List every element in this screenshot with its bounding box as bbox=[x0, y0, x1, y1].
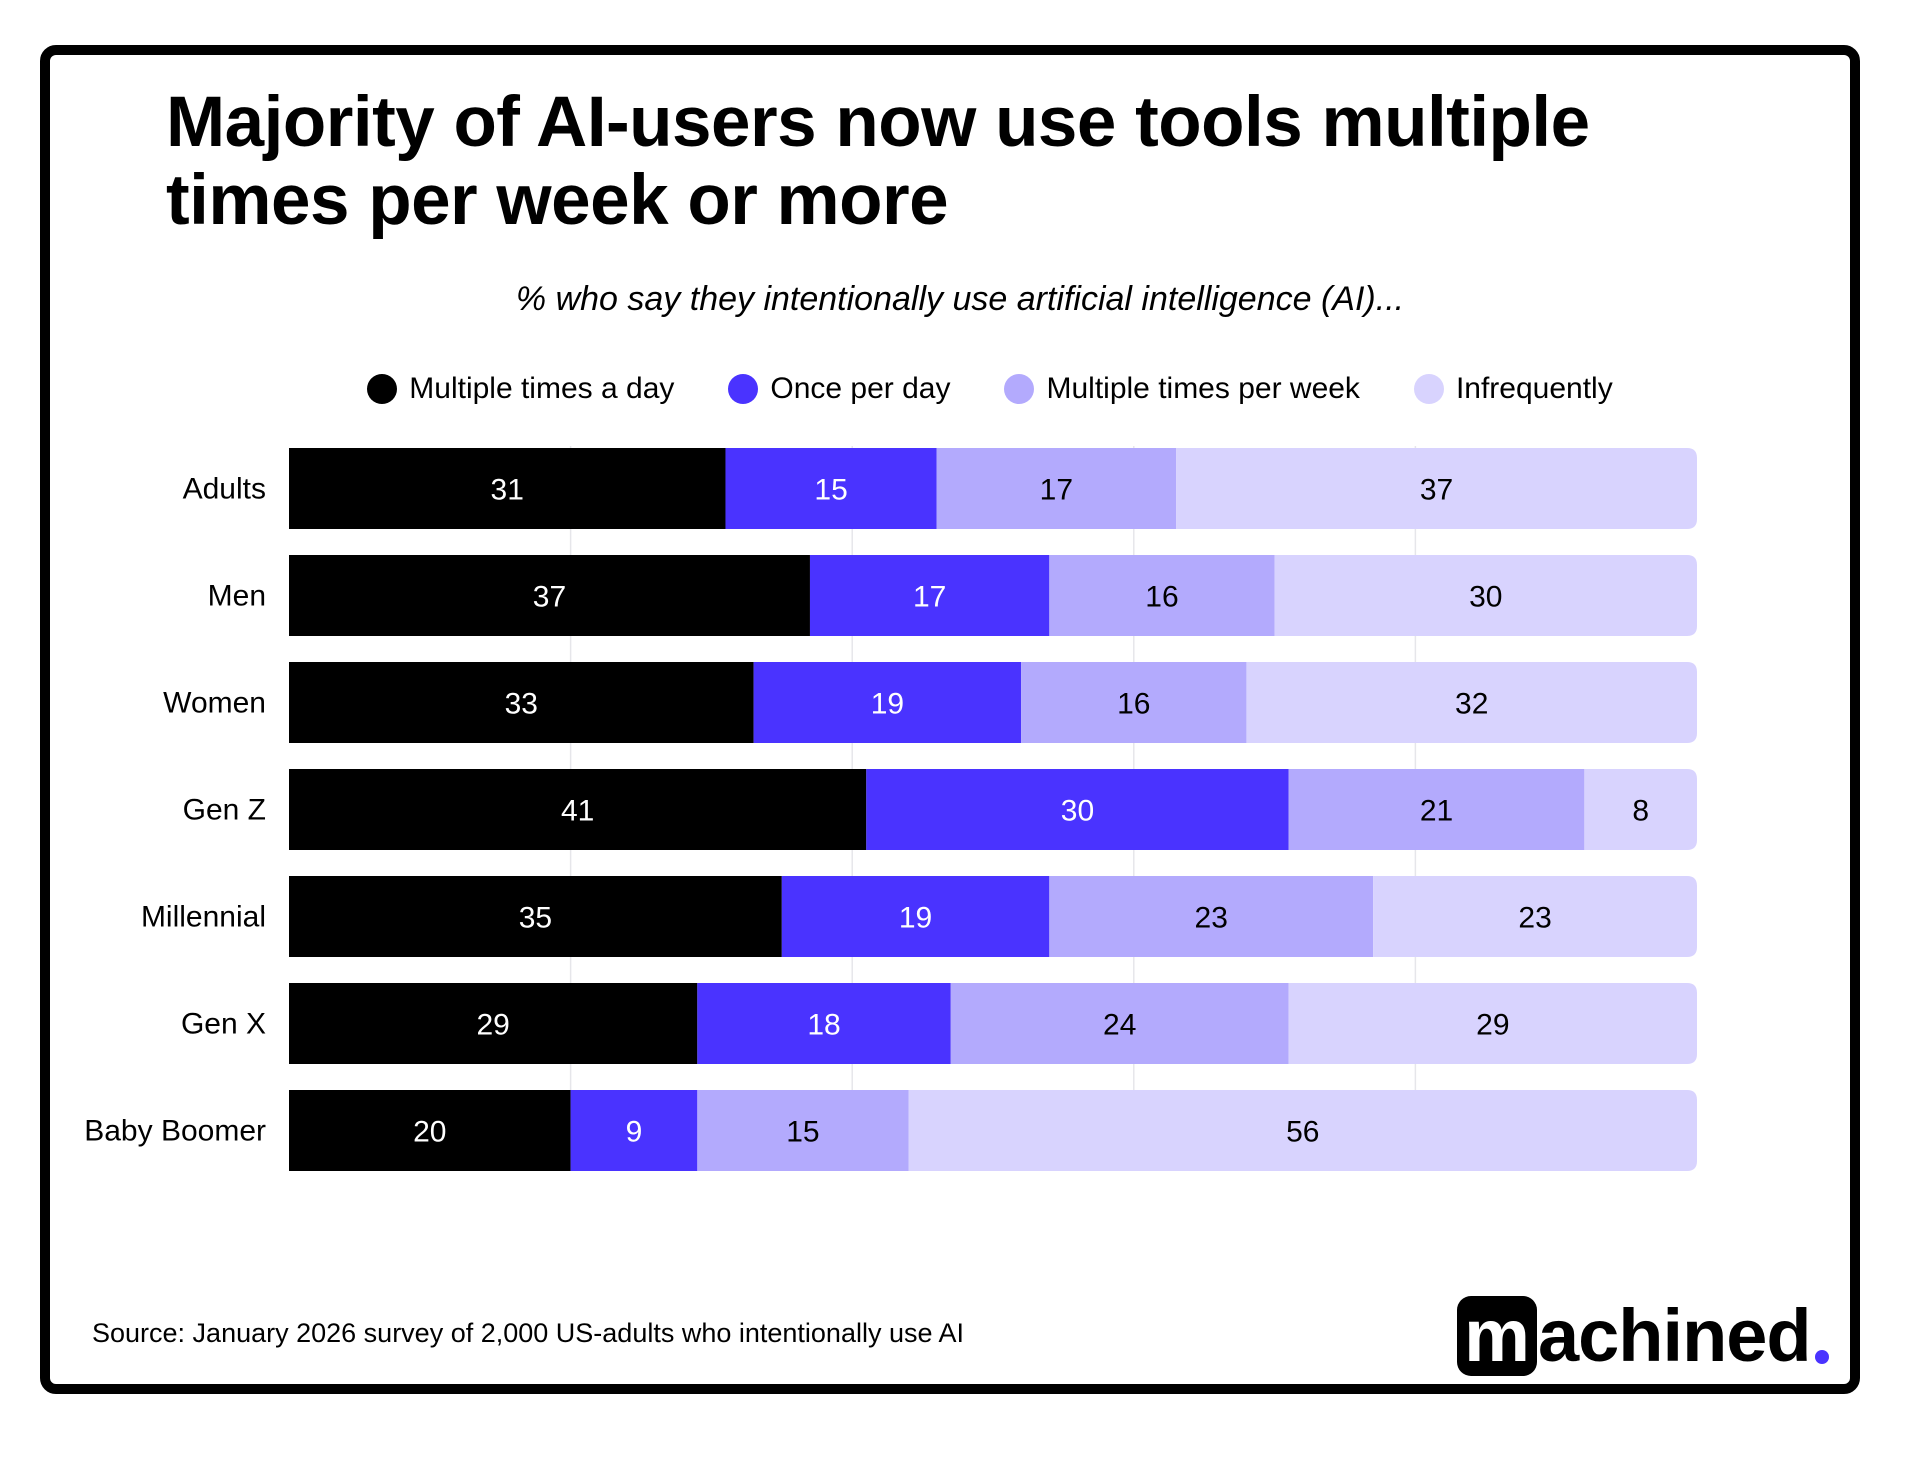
chart-frame bbox=[40, 45, 1860, 1394]
legend-label: Once per day bbox=[770, 372, 951, 405]
logo-dot bbox=[1814, 1350, 1829, 1364]
logo-text: achined bbox=[1538, 1294, 1812, 1377]
legend: Multiple times a day Once per day Multiple… bbox=[0, 372, 1920, 406]
legend-label: Multiple times a day bbox=[409, 372, 675, 405]
legend-swatch bbox=[728, 374, 759, 404]
legend-label: Multiple times per week bbox=[1046, 372, 1360, 405]
legend-swatch bbox=[367, 374, 398, 404]
legend-item: Multiple times per week bbox=[1004, 372, 1360, 406]
machined-logo: m achined bbox=[1457, 1296, 1829, 1376]
logo-m: m bbox=[1457, 1296, 1537, 1376]
chart-subtitle: % who say they intentionally use artific… bbox=[515, 280, 1405, 318]
legend-swatch bbox=[1413, 374, 1444, 404]
legend-swatch bbox=[1004, 374, 1035, 404]
legend-label: Infrequently bbox=[1455, 372, 1613, 405]
source-note: Source: January 2026 survey of 2,000 US-… bbox=[92, 1318, 965, 1348]
legend-item: Once per day bbox=[728, 372, 950, 406]
legend-item: Multiple times a day bbox=[367, 372, 674, 406]
legend-item: Infrequently bbox=[1413, 372, 1613, 406]
chart-title: Majority of AI-users now use tools multi… bbox=[166, 83, 1590, 240]
